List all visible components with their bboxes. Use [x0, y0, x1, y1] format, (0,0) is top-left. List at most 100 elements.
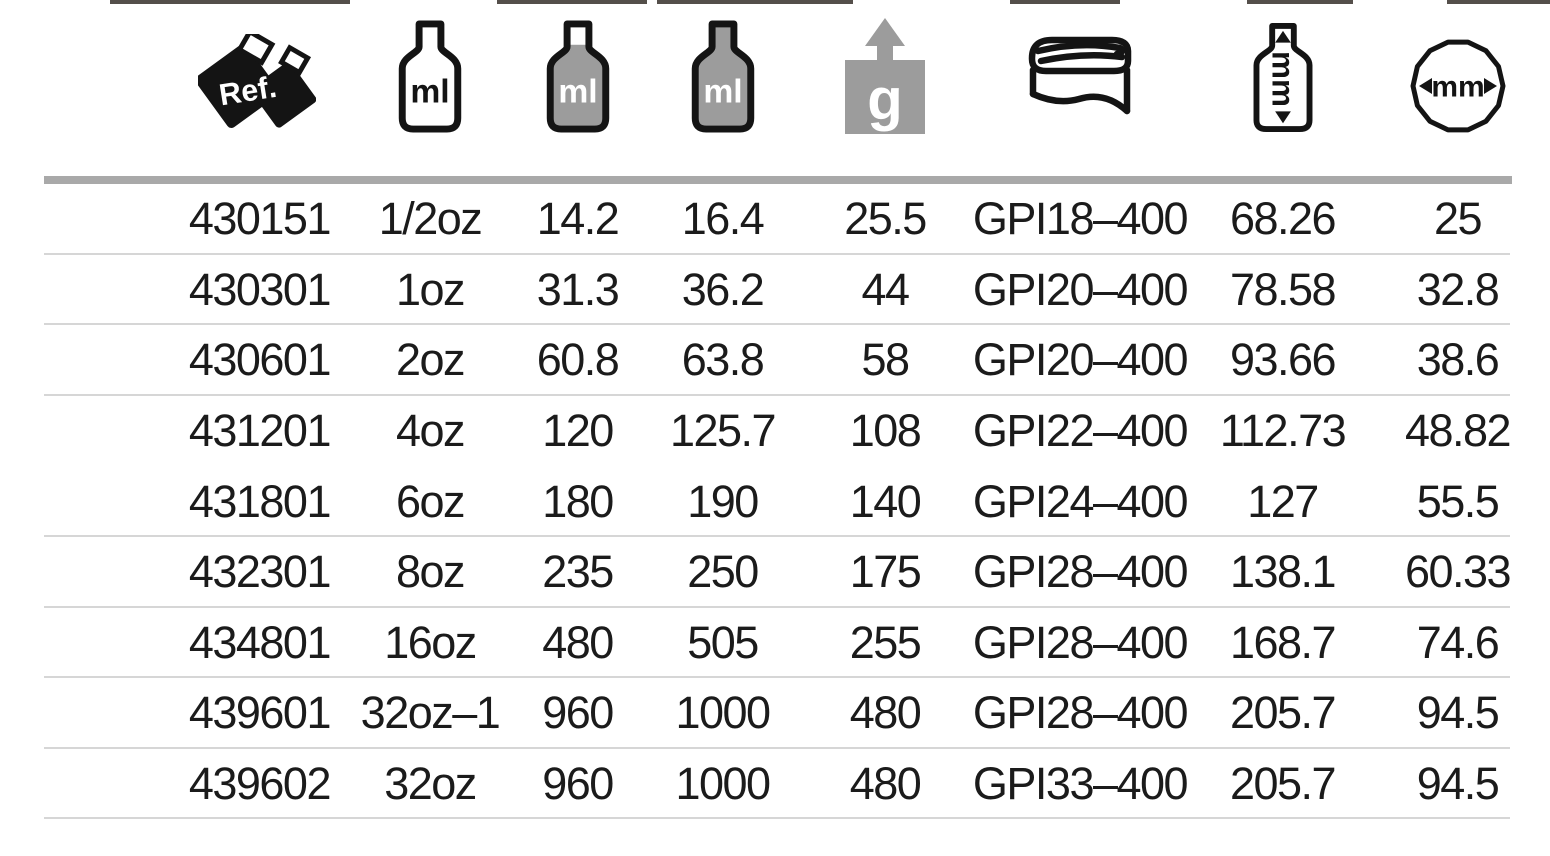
cell-brimful-ml: 125.7 — [669, 405, 777, 457]
cell-nominal-ml: 235 — [542, 546, 614, 598]
cell-diameter-mm: 38.6 — [1416, 334, 1500, 386]
cell-weight-g: 108 — [849, 405, 922, 457]
table-row: 430601 2oz 60.8 63.8 58 GPI20–400 93.66 38.6 — [0, 325, 1550, 396]
cell-weight-g: 480 — [849, 758, 922, 810]
cell-neck-finish: GPI20–400 — [972, 263, 1189, 315]
cell-height-mm: 127 — [1247, 475, 1319, 527]
cell-neck-finish: GPI24–400 — [972, 475, 1189, 527]
cell-neck-finish: GPI33–400 — [972, 758, 1189, 810]
diameter-mm-icon: mm — [1410, 39, 1505, 133]
cell-height-mm: 205.7 — [1229, 687, 1337, 739]
cell-ref: 434801 — [188, 616, 332, 668]
cell-size: 8oz — [395, 546, 466, 598]
cell-size: 32oz–1 — [360, 687, 501, 739]
cell-weight-g: 44 — [861, 263, 910, 315]
bottle-empty-ml-icon: ml — [398, 20, 462, 133]
ref-icon: Ref. — [198, 34, 316, 128]
table-row: 434801 16oz 480 505 255 GPI28–400 168.7 74.6 — [0, 608, 1550, 679]
g-icon-label: g — [867, 67, 902, 132]
crop-artifact-bar — [497, 0, 647, 4]
cell-height-mm: 93.66 — [1229, 334, 1337, 386]
cell-ref: 430301 — [188, 263, 332, 315]
cell-size: 1/2oz — [378, 193, 483, 245]
table-row: 431801 6oz 180 190 140 GPI24–400 127 55.5 — [0, 466, 1550, 537]
cell-brimful-ml: 190 — [687, 475, 759, 527]
cell-neck-finish: GPI28–400 — [972, 687, 1189, 739]
cell-diameter-mm: 74.6 — [1416, 616, 1500, 668]
crop-artifact-bar — [1010, 0, 1120, 4]
cell-size: 32oz — [384, 758, 477, 810]
cell-size: 2oz — [395, 334, 466, 386]
ml-icon-label: ml — [410, 72, 449, 110]
cell-nominal-ml: 60.8 — [536, 334, 620, 386]
table-row: 430301 1oz 31.3 36.2 44 GPI20–400 78.58 32.8 — [0, 255, 1550, 326]
cell-diameter-mm: 48.82 — [1404, 405, 1512, 457]
cell-ref: 431201 — [188, 405, 332, 457]
header-brimful-capacity-column: ml — [655, 0, 790, 176]
cell-neck-finish: GPI18–400 — [972, 193, 1189, 245]
cell-diameter-mm: 94.5 — [1416, 687, 1500, 739]
cell-weight-g: 25.5 — [844, 193, 927, 245]
crop-artifact-bar — [657, 0, 853, 4]
bottle-filled-ml-icon: ml — [546, 20, 609, 133]
cell-weight-g: 255 — [849, 616, 922, 668]
cell-height-mm: 78.58 — [1229, 263, 1337, 315]
cell-ref: 439601 — [188, 687, 332, 739]
cell-nominal-ml: 31.3 — [536, 263, 620, 315]
cell-ref: 439602 — [188, 758, 332, 810]
cell-height-mm: 68.26 — [1229, 193, 1337, 245]
header-height-column: mm — [1200, 0, 1365, 176]
height-icon-mm-label: mm — [1265, 51, 1300, 107]
cell-size: 16oz — [384, 616, 477, 668]
table-row: 432301 8oz 235 250 175 GPI28–400 138.1 60.33 — [0, 537, 1550, 608]
cell-ref: 430601 — [188, 334, 332, 386]
header-neck-finish-column — [960, 0, 1200, 176]
cell-size: 6oz — [395, 475, 466, 527]
table-header: Ref. ml ml — [0, 0, 1550, 176]
cell-brimful-ml: 36.2 — [681, 263, 765, 315]
cell-neck-finish: GPI28–400 — [972, 616, 1189, 668]
cell-weight-g: 480 — [849, 687, 922, 739]
cell-nominal-ml: 480 — [542, 616, 614, 668]
cell-weight-g: 175 — [849, 546, 922, 598]
cell-height-mm: 205.7 — [1229, 758, 1337, 810]
crop-artifact-bar — [110, 0, 350, 4]
cell-brimful-ml: 63.8 — [681, 334, 765, 386]
cell-nominal-ml: 120 — [542, 405, 614, 457]
header-ref-column: Ref. — [0, 0, 360, 176]
cell-brimful-ml: 250 — [687, 546, 759, 598]
cell-size: 1oz — [395, 263, 466, 315]
cell-size: 4oz — [395, 405, 466, 457]
header-diameter-column: mm — [1365, 0, 1550, 176]
crop-artifact-bar — [1447, 0, 1550, 4]
cell-nominal-ml: 960 — [542, 687, 614, 739]
table-row: 430151 1/2oz 14.2 16.4 25.5 GPI18–400 68.26 25 — [0, 184, 1550, 255]
header-divider-bar — [44, 176, 1512, 184]
table-row: 439601 32oz–1 960 1000 480 GPI28–400 205.7 94.5 — [0, 678, 1550, 749]
weight-g-icon: g — [845, 18, 925, 134]
ml-icon-label: ml — [703, 72, 742, 110]
cell-weight-g: 58 — [861, 334, 910, 386]
header-size-column: ml — [360, 0, 500, 176]
cell-height-mm: 112.73 — [1219, 405, 1347, 457]
table-row: 439602 32oz 960 1000 480 GPI33–400 205.7 94.5 — [0, 749, 1550, 820]
neck-finish-icon — [1028, 36, 1132, 115]
cell-nominal-ml: 14.2 — [536, 193, 620, 245]
cell-brimful-ml: 505 — [687, 616, 759, 668]
cell-nominal-ml: 960 — [542, 758, 614, 810]
cell-neck-finish: GPI22–400 — [972, 405, 1189, 457]
cell-weight-g: 140 — [849, 475, 922, 527]
cell-diameter-mm: 94.5 — [1416, 758, 1500, 810]
diameter-icon-mm-label: mm — [1431, 71, 1484, 104]
cell-height-mm: 168.7 — [1229, 616, 1337, 668]
cell-neck-finish: GPI20–400 — [972, 334, 1189, 386]
cell-brimful-ml: 1000 — [675, 687, 771, 739]
cell-ref: 432301 — [188, 546, 332, 598]
crop-artifact-bar — [1247, 0, 1353, 4]
cell-nominal-ml: 180 — [542, 475, 614, 527]
ml-icon-label: ml — [558, 72, 597, 110]
header-weight-column: g — [800, 0, 970, 176]
height-mm-icon: mm — [1253, 22, 1312, 133]
table-body: 430151 1/2oz 14.2 16.4 25.5 GPI18–400 68.26 25 4… — [0, 184, 1550, 819]
